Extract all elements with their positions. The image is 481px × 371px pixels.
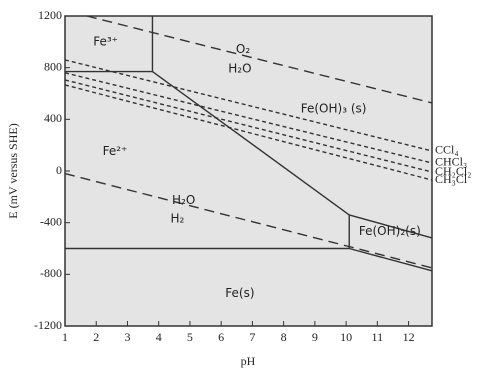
y-tick-label: -400 xyxy=(40,214,62,228)
region-label: Fe(s) xyxy=(225,286,254,300)
line xyxy=(64,84,433,181)
region-label: H₂O xyxy=(172,193,195,207)
x-tick-label: 4 xyxy=(156,330,162,344)
x-tick-label: 9 xyxy=(312,330,318,344)
x-tick-label: 2 xyxy=(93,330,99,344)
y-tick-label: 800 xyxy=(44,59,62,73)
line xyxy=(349,247,433,272)
y-tick-label: 400 xyxy=(44,111,62,125)
x-tick-label: 6 xyxy=(218,330,224,344)
x-axis-label: pH xyxy=(241,354,256,368)
x-tick-label: 12 xyxy=(403,330,415,344)
line xyxy=(349,214,433,239)
line xyxy=(86,15,433,104)
plot-area xyxy=(65,16,432,326)
x-tick-label: 3 xyxy=(124,330,130,344)
line xyxy=(64,79,433,173)
region-label: Fe³⁺ xyxy=(93,34,118,48)
line xyxy=(64,59,433,152)
y-tick-label: -1200 xyxy=(34,318,62,332)
y-tick-label: -800 xyxy=(40,266,62,280)
x-tick-label: 7 xyxy=(249,330,255,344)
region-label: Fe(OH)₂(s) xyxy=(359,224,421,238)
series-label: CHCl₃ xyxy=(435,155,467,169)
x-tick-label: 1 xyxy=(62,330,68,344)
y-tick-label: 1200 xyxy=(38,8,62,22)
region-label: Fe(OH)₃ (s) xyxy=(301,102,367,116)
region-label: O₂ xyxy=(236,42,250,56)
x-tick-label: 10 xyxy=(340,330,352,344)
plot-border xyxy=(64,15,433,327)
y-tick-label: 0 xyxy=(56,163,62,177)
series-label: CCl₄ xyxy=(435,143,459,157)
x-tick-label: 5 xyxy=(187,330,193,344)
x-tick-label: 11 xyxy=(372,330,384,344)
series-label: CH₃Cl xyxy=(435,172,468,186)
x-tick-label: 8 xyxy=(281,330,287,344)
series-label: CH₂Cl₂ xyxy=(435,164,471,178)
line xyxy=(152,70,350,216)
y-axis-label: E (mV versus SHE) xyxy=(6,123,20,218)
region-label: H₂O xyxy=(228,61,251,75)
region-label: Fe²⁺ xyxy=(103,144,128,158)
region-label: H₂ xyxy=(171,211,185,225)
